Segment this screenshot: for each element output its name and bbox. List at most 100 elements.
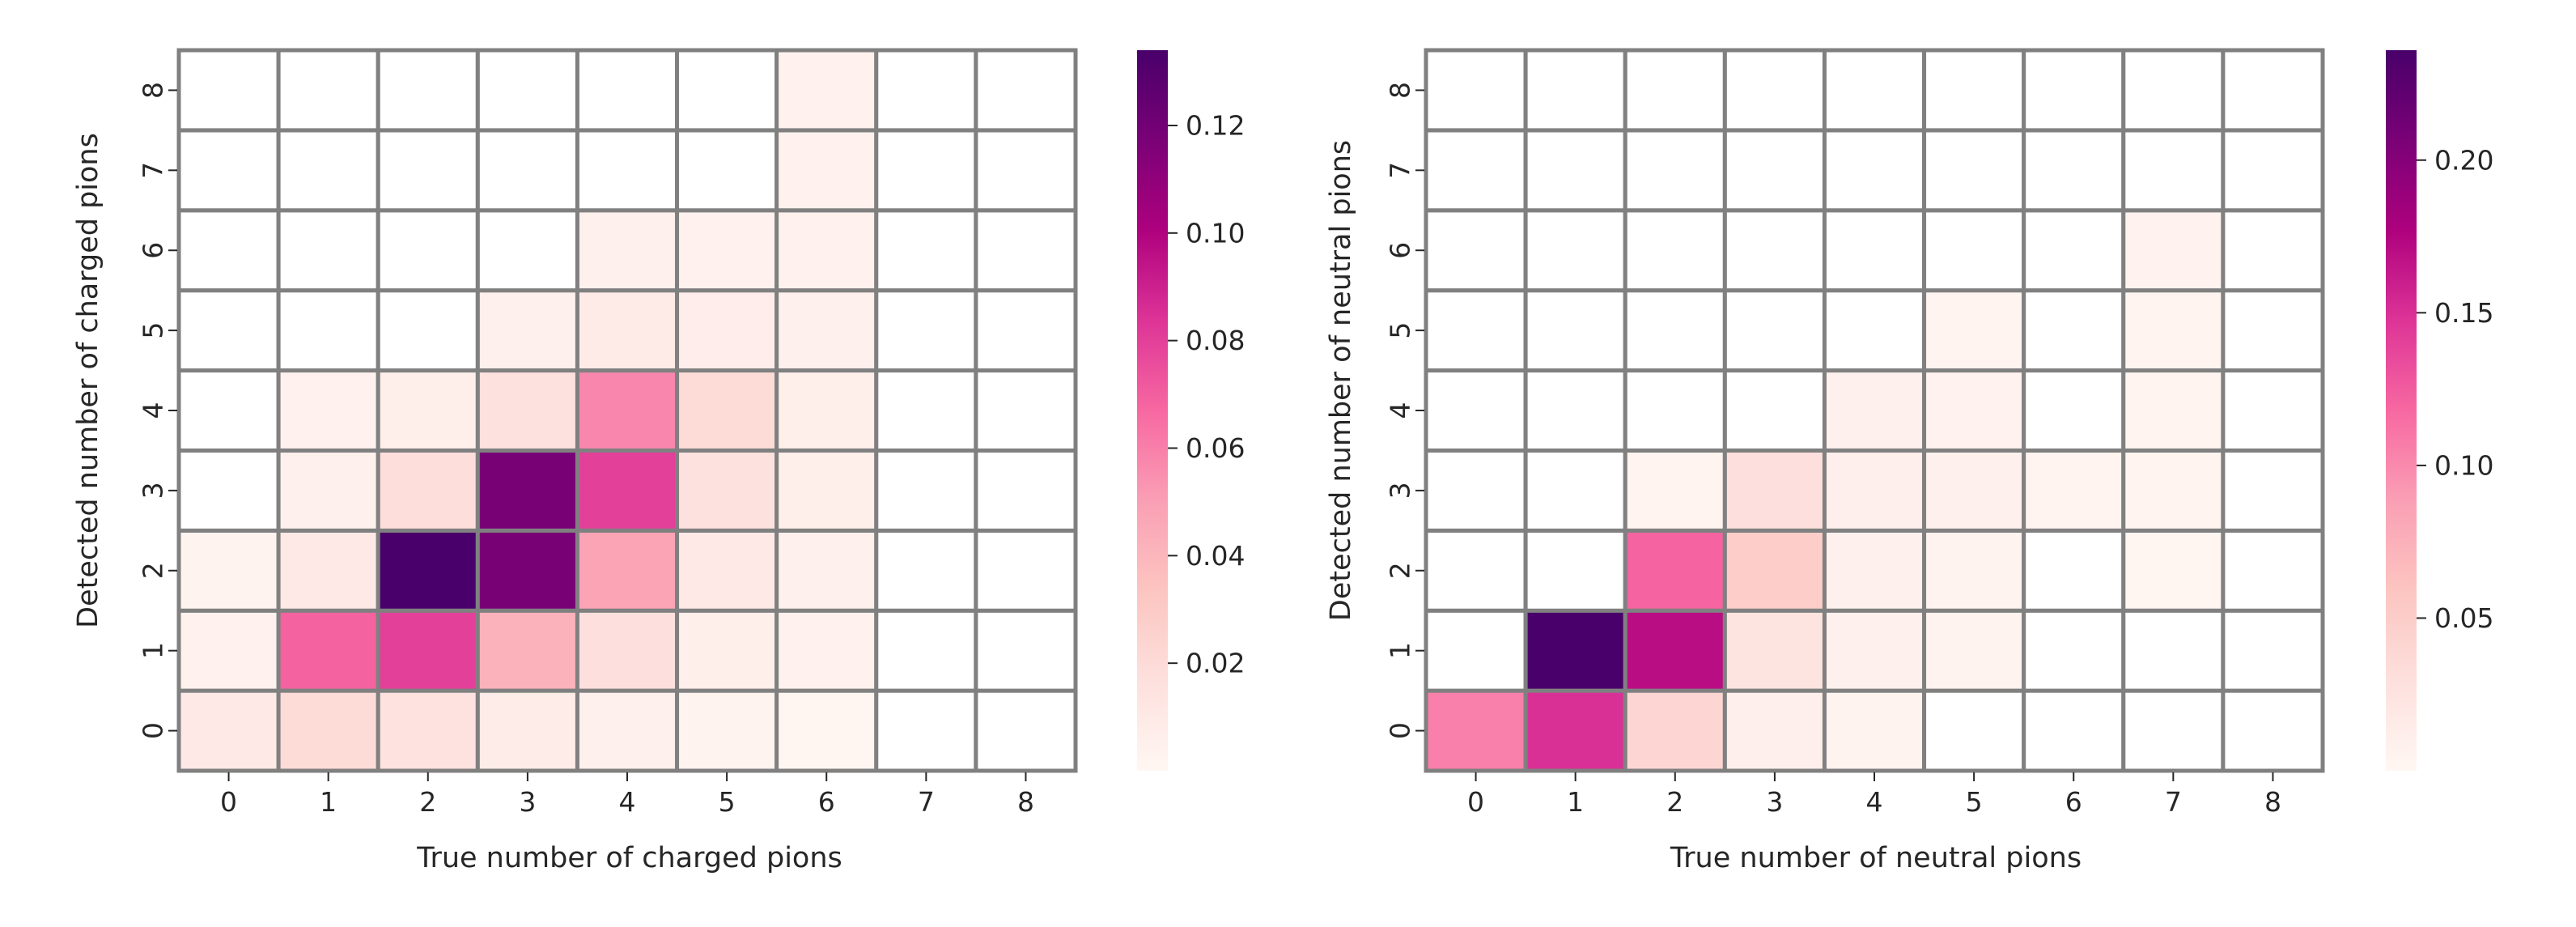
heatmap-cell	[1822, 208, 1927, 293]
heatmap-cell	[2022, 368, 2126, 453]
heatmap-cell	[276, 608, 380, 693]
heatmap-cell	[2022, 528, 2126, 613]
heatmap-cell	[575, 448, 680, 533]
heatmap-cell	[774, 528, 879, 613]
y-tick-label: 4	[1385, 402, 1416, 419]
heatmap-cell	[675, 368, 779, 453]
heatmap-cell	[475, 448, 579, 533]
heatmap-cell	[974, 208, 1078, 293]
heatmap-cell	[276, 368, 380, 453]
colorbar-ticks: 0.05 0.10 0.15 0.20	[2417, 144, 2493, 634]
heatmap-cell	[2022, 128, 2126, 213]
heatmap-cells	[1424, 48, 2325, 773]
heatmap-cell	[2022, 48, 2126, 133]
colorbar: 0.02 0.04 0.06 0.08 0.10 0.12	[1137, 50, 1245, 771]
y-tick-labels: 0 1 2 3 4 5 6 7 8	[138, 82, 177, 739]
heatmap-cell	[2022, 448, 2126, 533]
heatmap-cell	[1722, 128, 1827, 213]
heatmap-cell	[176, 208, 281, 293]
heatmap-cell	[1722, 48, 1827, 133]
colorbar-gradient	[1137, 50, 1168, 771]
x-tick-label: 5	[1966, 786, 1983, 818]
heatmap-cell	[2121, 208, 2226, 293]
heatmap-cell	[1922, 288, 2026, 373]
heatmap-cell	[874, 208, 978, 293]
heatmap-cell	[475, 208, 579, 293]
heatmap-cell	[2022, 688, 2126, 773]
x-tick-label: 0	[1467, 786, 1484, 818]
heatmap-cell	[675, 48, 779, 133]
heatmap-cell	[176, 48, 281, 133]
colorbar-tick-label: 0.10	[2434, 449, 2493, 481]
heatmap-cell	[974, 608, 1078, 693]
y-axis-label: Detected number of neutral pions	[1325, 140, 1357, 621]
heatmap-cell	[874, 448, 978, 533]
heatmap-cell	[774, 448, 879, 533]
heatmap-cell	[1922, 528, 2026, 613]
heatmap-cell	[376, 368, 480, 453]
heatmap-cell	[2221, 208, 2325, 293]
y-tick-label: 1	[1385, 642, 1416, 659]
heatmap-cell	[176, 288, 281, 373]
heatmap-cell	[874, 288, 978, 373]
heatmap-cell	[874, 48, 978, 133]
heatmap-cell	[675, 608, 779, 693]
heatmap-cell	[1523, 608, 1628, 693]
heatmap-cell	[176, 128, 281, 213]
heatmap-cell	[376, 288, 480, 373]
colorbar-tick-label: 0.12	[1186, 109, 1245, 141]
y-tick-label: 7	[138, 162, 169, 179]
heatmap-neutral: 0 1 2 3 4 5 6 7 8 0 1 2 3 4 5 6 7 8 True number of neutr…	[1325, 48, 2493, 874]
heatmap-cell	[774, 208, 879, 293]
y-tick-label: 0	[138, 722, 169, 739]
y-tick-label: 6	[138, 242, 169, 259]
heatmap-cell	[575, 528, 680, 613]
heatmap-cell	[575, 208, 680, 293]
heatmap-cell	[974, 448, 1078, 533]
heatmap-cell	[1722, 288, 1827, 373]
x-tick-label: 8	[2264, 786, 2281, 818]
heatmap-cell	[1722, 448, 1827, 533]
colorbar-tick-label: 0.05	[2434, 602, 2493, 634]
heatmap-cell	[176, 528, 281, 613]
heatmap-cell	[1523, 688, 1628, 773]
colorbar-tick-label: 0.10	[1186, 217, 1245, 249]
heatmap-cell	[276, 688, 380, 773]
heatmap-cell	[1424, 208, 1528, 293]
heatmap-cell	[774, 608, 879, 693]
heatmap-cell	[974, 368, 1078, 453]
heatmap-cell	[1822, 368, 1927, 453]
heatmap-cell	[575, 128, 680, 213]
heatmap-cell	[176, 608, 281, 693]
heatmap-cell	[475, 688, 579, 773]
heatmap-cell	[2221, 48, 2325, 133]
heatmap-cell	[1722, 368, 1827, 453]
heatmap-cell	[2221, 528, 2325, 613]
heatmap-cell	[276, 48, 380, 133]
x-tick-label: 5	[719, 786, 736, 818]
x-tick-label: 7	[918, 786, 935, 818]
heatmap-cell	[1523, 368, 1628, 453]
x-tick-label: 1	[320, 786, 337, 818]
heatmap-cell	[1424, 608, 1528, 693]
heatmap-cell	[176, 368, 281, 453]
heatmap-cell	[475, 128, 579, 213]
colorbar-tick-label: 0.04	[1186, 540, 1245, 572]
colorbar-tick-label: 0.08	[1186, 325, 1245, 356]
heatmap-cell	[475, 528, 579, 613]
heatmap-cell	[1822, 528, 1927, 613]
heatmap-cell	[1623, 48, 1727, 133]
heatmap-cell	[874, 368, 978, 453]
heatmap-cell	[2022, 288, 2126, 373]
heatmap-cell	[575, 48, 680, 133]
y-tick-label: 3	[1385, 482, 1416, 499]
y-tick-label: 8	[1385, 82, 1416, 99]
heatmap-cell	[1623, 288, 1727, 373]
colorbar-tick-label: 0.15	[2434, 297, 2493, 329]
y-axis-label: Detected number of charged pions	[72, 133, 104, 628]
heatmap-cell	[2221, 688, 2325, 773]
heatmap-cell	[1722, 608, 1827, 693]
heatmap-cell	[376, 528, 480, 613]
heatmap-cell	[475, 288, 579, 373]
